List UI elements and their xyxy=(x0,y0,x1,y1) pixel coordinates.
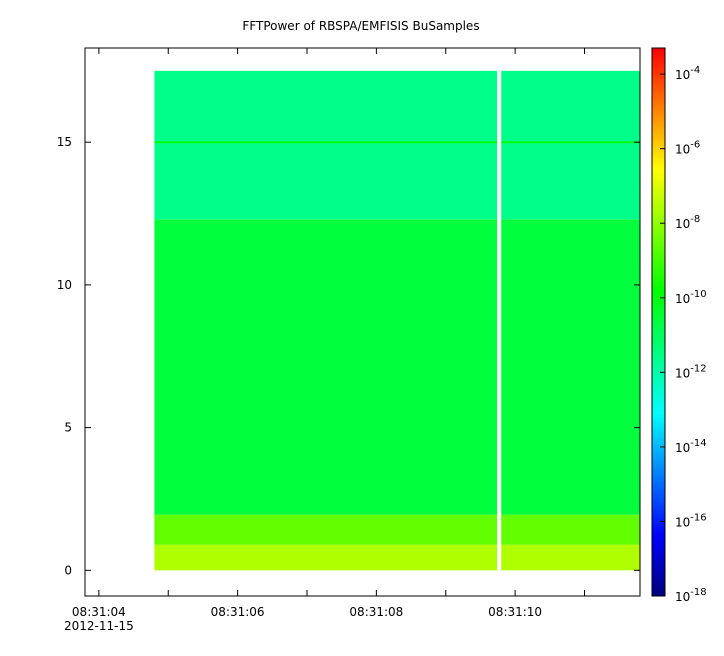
colorbar-tick-label: 10-14 xyxy=(675,438,707,455)
spectrogram-band xyxy=(154,219,640,515)
x-tick-label: 08:31:08 xyxy=(349,605,403,619)
y-tick-label: 15 xyxy=(57,135,72,149)
spectrogram-band xyxy=(154,544,640,571)
spectrogram-band xyxy=(154,70,640,220)
data-gap xyxy=(497,70,502,571)
colorbar-tick-label: 10-8 xyxy=(675,214,700,231)
x-tick-date-label: 2012-11-15 xyxy=(64,619,134,633)
colorbar-tick-label: 10-4 xyxy=(675,65,700,82)
colorbar-tick-label: 10-12 xyxy=(675,363,707,380)
chart-title: FFTPower of RBSPA/EMFISIS BuSamples xyxy=(242,19,479,33)
data-gap-layer xyxy=(497,70,502,571)
x-tick-label: 08:31:10 xyxy=(488,605,542,619)
spectrogram-band xyxy=(154,514,640,545)
colorbar-fill xyxy=(651,47,666,597)
plot-area xyxy=(154,70,640,571)
colorbar-tick-label: 10-16 xyxy=(675,512,707,529)
colorbar: 10-4 10-6 10-8 10-10 10-12 10-14 10-16 10-18 xyxy=(651,47,707,604)
plot-frame xyxy=(84,47,641,597)
x-tick-label: 08:31:04 xyxy=(72,605,126,619)
colorbar-tick-label: 10-18 xyxy=(675,587,707,604)
colorbar-ticks: 10-4 10-6 10-8 10-10 10-12 10-14 10-16 10-18 xyxy=(660,65,707,604)
y-tick-label: 5 xyxy=(64,421,72,435)
colorbar-tick-label: 10-10 xyxy=(675,289,707,306)
y-tick-label: 0 xyxy=(64,563,72,577)
colorbar-tick-label: 10-6 xyxy=(675,140,700,157)
y-axis: 0 5 10 15 xyxy=(57,135,640,577)
y-tick-label: 10 xyxy=(57,278,72,292)
x-tick-label: 08:31:06 xyxy=(211,605,265,619)
